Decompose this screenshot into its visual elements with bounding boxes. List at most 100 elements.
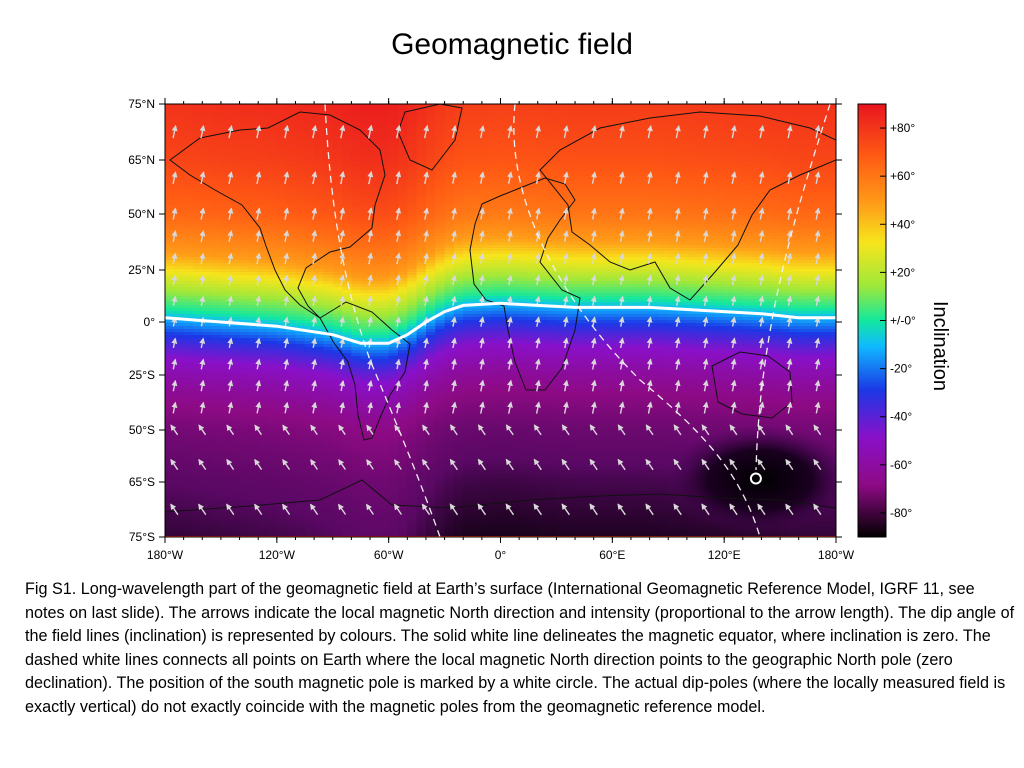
- field-arrow: [395, 274, 401, 286]
- field-arrow: [423, 171, 430, 185]
- field-arrow: [674, 230, 681, 242]
- field-arrow: [702, 230, 709, 242]
- field-arrow: [478, 252, 485, 264]
- x-tick-label: 180°W: [147, 548, 184, 562]
- field-arrow: [311, 124, 318, 139]
- field-arrow: [255, 337, 262, 348]
- field-arrow: [730, 207, 737, 220]
- field-arrow: [758, 358, 765, 370]
- field-arrow: [701, 458, 710, 471]
- field-arrow: [730, 379, 737, 392]
- field-arrow: [562, 274, 569, 286]
- field-arrow: [645, 503, 654, 516]
- field-arrow: [199, 230, 206, 242]
- field-arrow: [674, 125, 681, 139]
- field-arrow: [562, 401, 569, 414]
- field-arrow: [730, 337, 737, 349]
- field-arrow: [170, 458, 179, 471]
- field-arrow: [589, 503, 598, 516]
- field-arrow: [477, 458, 486, 471]
- field-arrow: [422, 458, 430, 470]
- field-arrow: [757, 458, 766, 471]
- field-arrow: [339, 358, 345, 370]
- field-arrow: [311, 229, 318, 243]
- field-arrow: [786, 124, 793, 139]
- field-arrow: [423, 401, 429, 414]
- field-arrow: [534, 358, 541, 370]
- field-arrow: [730, 274, 737, 286]
- field-arrow: [646, 125, 653, 139]
- field-arrow: [255, 295, 262, 307]
- field-arrow: [283, 171, 290, 185]
- field-arrow: [786, 316, 793, 327]
- magnetic-equator-line: [165, 301, 836, 345]
- field-arrow: [618, 316, 625, 327]
- colorbar-label: Inclination: [929, 301, 951, 391]
- field-arrow: [702, 125, 709, 139]
- field-arrow: [227, 379, 234, 392]
- field-arrow: [786, 337, 793, 349]
- field-arrow: [423, 358, 429, 370]
- field-arrow: [171, 207, 178, 220]
- field-arrow: [561, 424, 570, 436]
- field-arrow: [617, 458, 626, 471]
- colorbar-tick-label: -60°: [890, 458, 912, 472]
- field-arrow: [758, 207, 765, 220]
- field-arrow: [395, 380, 401, 392]
- field-arrow: [618, 252, 625, 264]
- field-arrow: [562, 252, 569, 264]
- south-america-outline: [319, 301, 411, 441]
- field-arrow: [758, 230, 765, 242]
- field-arrow: [283, 207, 290, 220]
- field-arrow: [367, 124, 374, 139]
- field-arrow: [227, 295, 234, 307]
- field-arrow: [227, 252, 234, 265]
- field-arrow: [535, 125, 541, 139]
- field-arrow: [618, 171, 625, 184]
- x-tick-label: 180°W: [818, 548, 855, 562]
- field-arrow: [227, 401, 234, 414]
- field-arrow: [785, 458, 794, 471]
- field-arrow: [282, 503, 291, 515]
- y-tick-label: 75°S: [129, 530, 155, 544]
- field-arrow: [534, 316, 541, 327]
- field-arrow: [450, 337, 457, 349]
- field-arrow: [283, 274, 290, 286]
- field-arrow: [451, 171, 458, 184]
- field-arrow: [562, 337, 569, 349]
- colorbar-tick-label: -20°: [890, 362, 912, 376]
- field-arrow: [701, 424, 710, 436]
- field-arrow: [646, 337, 653, 349]
- field-arrow: [339, 337, 345, 348]
- field-arrow: [226, 424, 235, 436]
- field-arrow: [227, 207, 234, 220]
- field-arrow: [422, 295, 429, 307]
- field-arrow: [590, 207, 597, 220]
- field-arrow: [506, 252, 513, 264]
- field-arrow: [758, 295, 765, 306]
- field-arrow: [674, 295, 681, 306]
- field-arrow: [255, 230, 262, 242]
- field-arrow: [479, 171, 485, 184]
- field-arrow: [618, 358, 625, 370]
- field-arrow: [618, 295, 625, 306]
- y-tick-label: 75°N: [128, 97, 155, 111]
- field-arrow: [786, 274, 793, 286]
- field-arrow: [590, 379, 597, 392]
- field-arrow: [562, 230, 569, 242]
- field-arrow: [646, 274, 653, 286]
- field-arrow: [814, 124, 821, 139]
- field-arrow: [730, 316, 737, 327]
- field-arrow: [589, 458, 598, 471]
- field-arrow: [618, 337, 625, 349]
- field-arrow: [479, 125, 486, 139]
- field-arrow: [506, 230, 513, 242]
- field-arrow: [450, 424, 458, 436]
- field-arrow: [199, 274, 206, 286]
- field-arrow: [339, 124, 346, 139]
- field-arrow: [450, 274, 457, 286]
- field-arrow: [702, 401, 709, 414]
- field-arrow: [227, 124, 234, 139]
- field-arrow: [367, 170, 374, 185]
- field-arrow: [338, 503, 347, 515]
